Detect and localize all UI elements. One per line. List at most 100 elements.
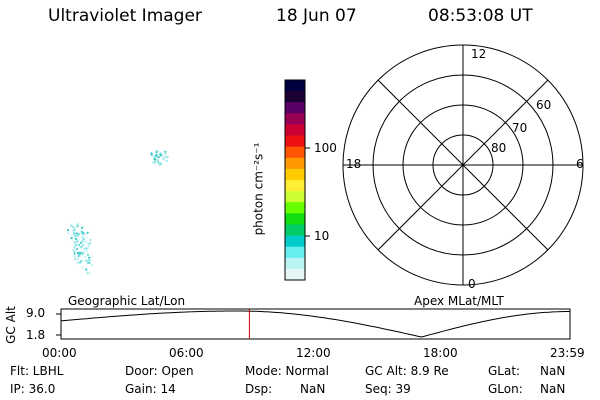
aurora-speck [86, 231, 89, 234]
color-bar-tick-label-100: 100 [314, 141, 337, 155]
timeline-left-caption: Geographic Lat/Lon [68, 294, 186, 308]
aurora-speck [75, 223, 78, 226]
aurora-speck [88, 242, 91, 245]
aurora-speck [86, 272, 89, 275]
aurora-speck [74, 248, 76, 251]
glon-label: GLon: [488, 382, 523, 396]
aurora-speck [81, 231, 84, 234]
color-bar-band [285, 102, 305, 114]
aurora-speck [79, 261, 81, 264]
aurora-speck [82, 232, 85, 235]
aurora-speck [82, 244, 85, 246]
aurora-speck [162, 151, 165, 154]
aurora-speck [88, 262, 91, 264]
filter-info: Flt: LBHL [10, 364, 64, 378]
aurora-speck [81, 265, 84, 268]
aurora-speck [153, 157, 156, 160]
polar-label-6: 6 [576, 157, 584, 171]
aurora-speck [80, 241, 83, 244]
aurora-speck [73, 229, 76, 231]
date-label: 18 Jun 07 [276, 6, 357, 26]
aurora-speck [81, 226, 84, 229]
aurora-speck [75, 244, 77, 247]
glat-label: GLat: [488, 364, 521, 378]
aurora-speck [72, 249, 74, 252]
altitude-curve [60, 310, 570, 338]
aurora-speck [76, 237, 79, 240]
aurora-speck [71, 238, 74, 241]
aurora-speck [80, 260, 83, 263]
aurora-speck [83, 240, 86, 243]
aurora-speck [156, 158, 159, 161]
aurora-speck [79, 252, 82, 255]
timeline-x-tick-label: 12:00 [296, 346, 331, 360]
aurora-speck [74, 258, 77, 261]
dsp-label: Dsp: [245, 382, 273, 396]
aurora-speck [80, 230, 83, 233]
polar-label-18: 18 [346, 157, 362, 171]
aurora-speck [86, 242, 89, 245]
color-bar-band [285, 168, 305, 181]
polar-label-0: 0 [468, 277, 476, 291]
color-bar-band [285, 80, 305, 92]
geographic-image [67, 149, 169, 275]
aurora-speck [79, 249, 82, 252]
aurora-speck [73, 252, 76, 255]
aurora-speck [76, 257, 79, 260]
mode-info: Mode: Normal [245, 364, 329, 378]
aurora-speck [75, 248, 78, 251]
aurora-speck [82, 238, 85, 241]
timeline-axis-label: GC Alt [3, 306, 18, 344]
aurora-speck [77, 222, 80, 225]
aurora-speck [82, 240, 84, 243]
instrument-title: Ultraviolet Imager [48, 6, 202, 26]
aurora-speck [81, 254, 84, 257]
color-bar-unit-label: photon cm⁻²s⁻¹ [251, 142, 266, 236]
aurora-speck [82, 225, 85, 228]
aurora-speck [83, 248, 85, 251]
aurora-speck [70, 223, 73, 226]
aurora-speck [154, 159, 157, 162]
color-bar-band [285, 157, 305, 170]
aurora-speck [86, 236, 89, 239]
aurora-speck [85, 259, 88, 262]
aurora-speck [82, 253, 85, 255]
color-bar-band [285, 235, 305, 248]
timeline-x-tick-label: 18:00 [423, 346, 458, 360]
gc-alt-info: GC Alt: 8.9 Re [365, 364, 449, 378]
aurora-speck [84, 256, 87, 259]
aurora-speck [166, 156, 169, 158]
aurora-speck [155, 154, 158, 157]
color-bar-band [285, 91, 305, 103]
aurora-speck [76, 226, 79, 229]
timeline-x-tick-label: 00:00 [42, 346, 77, 360]
aurora-speck [75, 231, 78, 234]
aurora-speck [75, 232, 78, 235]
aurora-speck [151, 155, 154, 158]
aurora-speck [67, 232, 70, 235]
aurora-speck [154, 155, 157, 158]
aurora-speck [88, 271, 91, 274]
aurora-speck [73, 235, 76, 238]
timeline-x-tick-label: 06:00 [169, 346, 204, 360]
aurora-speck [70, 224, 73, 227]
aurora-speck [73, 232, 76, 235]
aurora-speck [76, 252, 79, 255]
aurora-speck [76, 240, 79, 243]
aurora-speck [85, 247, 88, 250]
aurora-speck [150, 152, 153, 155]
aurora-speck [75, 241, 78, 244]
aurora-speck [71, 233, 74, 236]
color-bar-tick-label-10: 10 [314, 229, 330, 243]
aurora-speck [75, 252, 77, 254]
aurora-speck [83, 260, 86, 263]
color-bar-band [285, 146, 305, 159]
aurora-speck [83, 234, 86, 236]
color-bar [285, 80, 305, 281]
aurora-speck [83, 251, 86, 254]
aurora-speck [73, 246, 76, 249]
aurora-speck [77, 251, 80, 254]
aurora-speck [156, 160, 159, 163]
timeline-right-caption: Apex MLat/MLT [414, 294, 504, 308]
aurora-speck [76, 235, 79, 237]
